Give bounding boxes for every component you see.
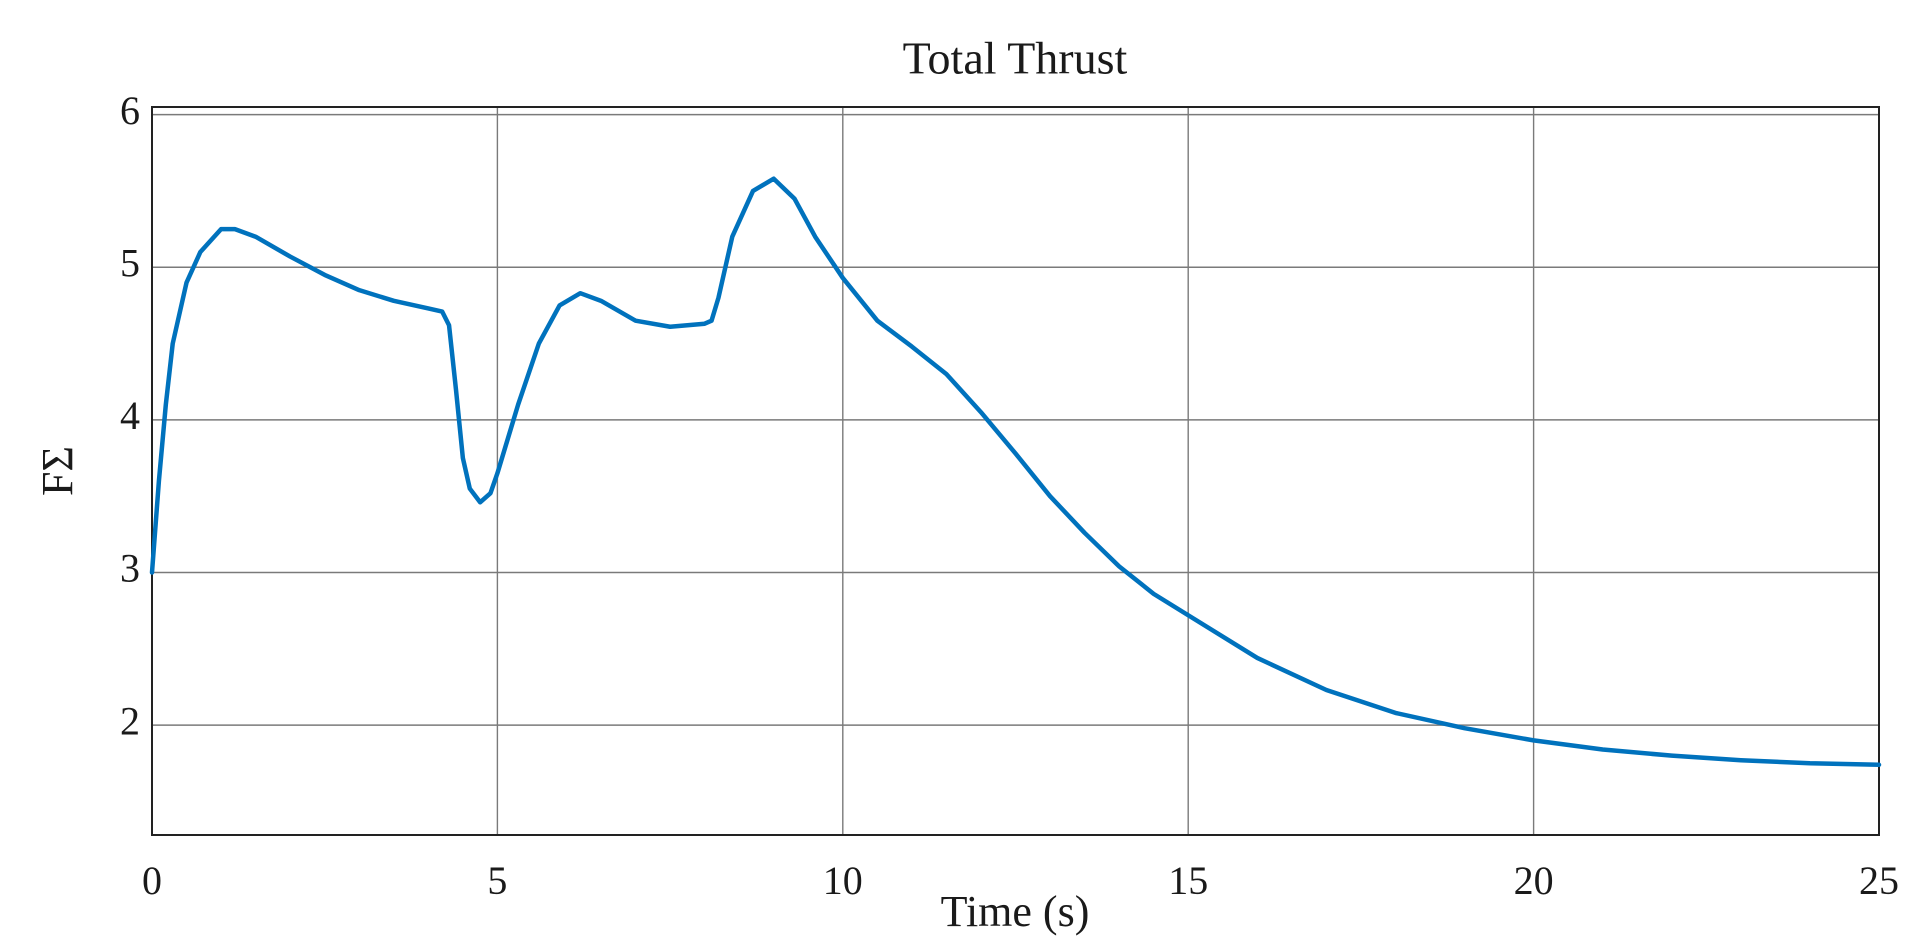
x-tick-label: 25 <box>1859 858 1899 903</box>
data-line <box>149 176 1882 768</box>
x-axis-label: Time (s) <box>941 887 1090 936</box>
y-tick-label: 4 <box>120 393 140 438</box>
x-tick-label: 15 <box>1168 858 1208 903</box>
chart-title: Total Thrust <box>903 33 1128 84</box>
y-tick-label: 5 <box>120 240 140 285</box>
x-tick-label: 5 <box>487 858 507 903</box>
plot-frame <box>151 106 1880 836</box>
x-tick-label: 20 <box>1514 858 1554 903</box>
y-tick-label: 6 <box>120 88 140 133</box>
y-tick-label: 2 <box>120 698 140 743</box>
x-tick-label: 0 <box>142 858 162 903</box>
y-axis-label: FΣ <box>33 446 82 496</box>
y-tick-label: 3 <box>120 546 140 591</box>
x-tick-label: 10 <box>823 858 863 903</box>
